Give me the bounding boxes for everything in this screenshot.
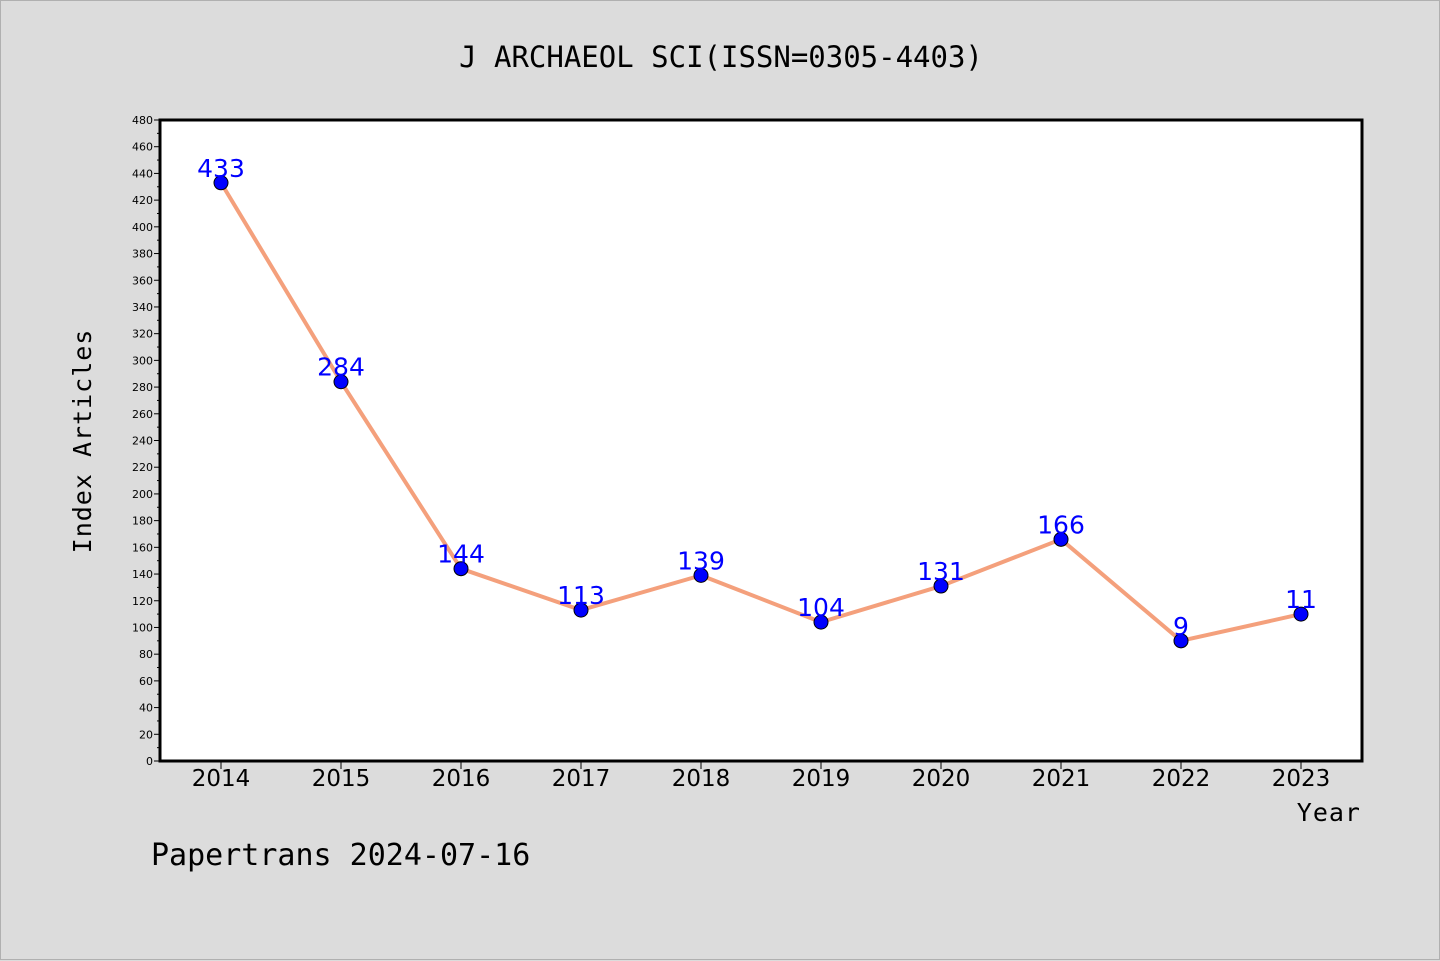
y-tick-label: 360 [132, 274, 153, 287]
y-tick-label: 20 [139, 728, 153, 741]
data-label: 284 [317, 353, 365, 382]
plot-area [158, 118, 1364, 763]
x-tick-label: 2016 [432, 766, 491, 792]
x-axis-label: Year [1297, 798, 1361, 827]
data-label: 104 [797, 593, 845, 622]
y-tick-label: 400 [132, 221, 153, 234]
y-tick-label: 480 [132, 114, 153, 127]
data-label: 9 [1173, 612, 1189, 641]
x-tick-label: 2022 [1152, 766, 1211, 792]
x-tick-label: 2023 [1272, 766, 1331, 792]
y-tick-label: 0 [146, 755, 153, 768]
y-axis: 0 20 40 60 80 100 120 140 160 180 200 220 240 260 280 3… [132, 114, 160, 768]
y-tick-label: 140 [132, 568, 153, 581]
y-tick-label: 100 [132, 621, 153, 634]
x-tick-label: 2019 [792, 766, 851, 792]
data-label: 166 [1037, 510, 1085, 539]
data-label: 131 [917, 557, 965, 586]
y-tick-label: 240 [132, 435, 153, 448]
y-tick-label: 380 [132, 248, 153, 261]
data-labels: 433 284 144 113 139 104 131 166 9 11 [197, 154, 1317, 641]
y-tick-label: 200 [132, 488, 153, 501]
y-tick-label: 460 [132, 141, 153, 154]
x-tick-label: 2017 [552, 766, 611, 792]
data-label: 144 [437, 540, 485, 569]
data-label: 11 [1285, 585, 1317, 614]
y-tick-label: 160 [132, 541, 153, 554]
y-tick-label: 300 [132, 354, 153, 367]
series-line [219, 181, 1302, 643]
y-tick-label: 80 [139, 648, 153, 661]
x-tick-label: 2018 [672, 766, 731, 792]
y-tick-label: 280 [132, 381, 153, 394]
y-tick-label: 320 [132, 328, 153, 341]
y-tick-label: 260 [132, 408, 153, 421]
y-tick-label: 60 [139, 675, 153, 688]
y-tick-label: 180 [132, 515, 153, 528]
footer-text: Papertrans 2024-07-16 [151, 838, 530, 873]
y-tick-label: 220 [132, 461, 153, 474]
data-point [813, 614, 829, 630]
y-tick-label: 440 [132, 167, 153, 180]
data-point [693, 567, 709, 583]
series-markers [213, 175, 1309, 649]
y-axis-label: Index Articles [68, 329, 97, 554]
x-tick-label: 2020 [912, 766, 971, 792]
y-tick-label: 120 [132, 595, 153, 608]
y-tick-label: 40 [139, 702, 153, 715]
y-tick-label: 340 [132, 301, 153, 314]
data-label: 139 [677, 546, 725, 575]
chart-title: J ARCHAEOL SCI(ISSN=0305-4403) [459, 40, 983, 74]
x-tick-label: 2014 [192, 766, 251, 792]
data-point [453, 561, 469, 577]
series-polyline [219, 181, 1302, 643]
data-point [1173, 633, 1189, 649]
x-tick-label: 2015 [312, 766, 371, 792]
data-point [333, 374, 349, 390]
data-point [1293, 606, 1309, 622]
x-axis: 2014 2015 2016 2017 2018 2019 2020 2021 2022 2023 [192, 761, 1331, 792]
data-label: 433 [197, 154, 245, 183]
y-tick-label: 420 [132, 194, 153, 207]
data-point [933, 578, 949, 594]
data-point [573, 602, 589, 618]
x-tick-label: 2021 [1032, 766, 1091, 792]
data-label: 113 [557, 581, 605, 610]
data-point [213, 175, 229, 191]
data-point [1053, 531, 1069, 547]
